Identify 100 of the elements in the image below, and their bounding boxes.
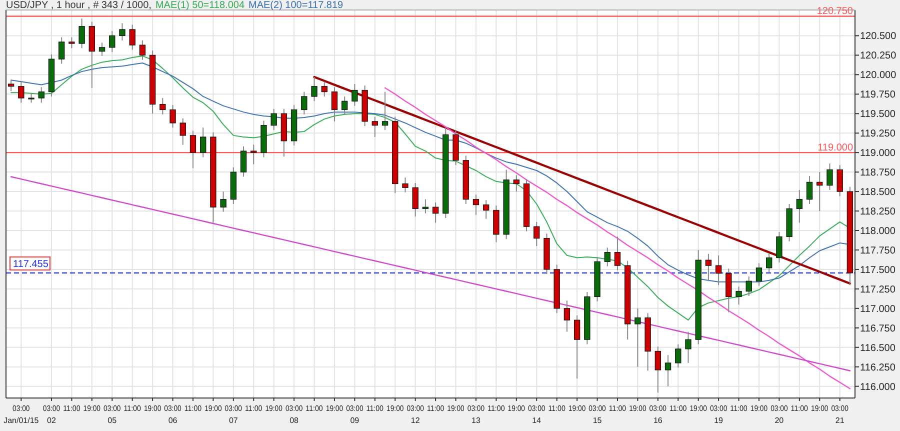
candlestick	[836, 164, 843, 197]
y-tick-label: 117.250	[860, 284, 896, 296]
ref-line-label: 120.750	[816, 6, 854, 18]
candlestick	[200, 127, 206, 158]
candlestick	[746, 276, 752, 296]
candlestick	[685, 331, 692, 364]
candlestick	[654, 346, 661, 394]
candlestick	[483, 200, 490, 220]
y-tick-label: 116.750	[860, 323, 896, 334]
x-tick-label: 03:00 12	[406, 404, 427, 425]
y-tick-label: 118.000	[860, 226, 896, 237]
candlestick	[38, 86, 44, 104]
x-tick-label: 11:00	[124, 404, 144, 413]
candlestick	[614, 236, 621, 271]
y-tick-label: 119.500	[860, 109, 896, 120]
candlestick	[170, 104, 176, 128]
candlestick	[574, 314, 580, 380]
candlestick	[250, 144, 257, 165]
ref-line-label: 117.455	[13, 258, 49, 270]
y-tick-label: 120.500	[860, 31, 897, 42]
x-tick-label: 11:00	[730, 404, 750, 413]
candlestick	[311, 76, 318, 102]
x-tick-label: 03:00 Jan/01/15	[4, 404, 40, 425]
candlestick	[180, 118, 186, 146]
x-tick-label: 03:00 21	[831, 404, 852, 425]
candlestick	[564, 300, 570, 332]
candlestick	[160, 98, 166, 115]
x-tick-label: 03:00 09	[346, 404, 366, 425]
candlestick	[534, 221, 540, 247]
candlestick	[675, 344, 682, 368]
x-tick-label: 19:00	[447, 404, 468, 413]
y-tick-label: 116.500	[860, 342, 896, 354]
candlestick	[826, 162, 833, 190]
x-tick-label: 11:00	[790, 404, 810, 413]
candlestick	[513, 174, 520, 192]
ref-line-label: 119.000	[818, 142, 854, 154]
x-tick-label: 03:00 13	[467, 404, 488, 425]
x-tick-label: 11:00	[426, 404, 446, 413]
candlestick	[412, 182, 418, 217]
x-tick-label: 11:00	[670, 404, 689, 413]
x-tick-label: 19:00	[204, 404, 225, 413]
y-tick-label: 116.250	[860, 362, 896, 374]
y-tick-label: 117.750	[860, 245, 896, 256]
candlestick	[382, 91, 388, 130]
x-tick-label: 03:00 02	[42, 404, 63, 425]
candlestick	[321, 81, 328, 97]
y-tick-label: 118.750	[860, 168, 896, 179]
x-tick-label: 19:00	[386, 404, 407, 413]
x-tick-label: 19:00	[750, 404, 770, 413]
x-tick-label: 11:00	[488, 404, 508, 413]
candlestick	[129, 24, 136, 50]
y-tick-label: 116.000	[860, 382, 896, 393]
x-tick-label: 11:00	[366, 404, 386, 413]
y-tick-label: 119.250	[860, 128, 896, 140]
x-tick-label: 03:00 15	[588, 404, 609, 425]
candlestick	[78, 18, 85, 49]
text: MAE(2) 100=117.819	[248, 0, 344, 11]
line-series	[10, 176, 851, 372]
candlestick	[220, 191, 226, 212]
x-tick-label: 19:00	[265, 404, 286, 413]
candlestick	[472, 194, 480, 216]
candlestick	[68, 36, 75, 49]
x-tick-label: 11:00	[548, 404, 568, 413]
x-tick-label: 03:00 07	[224, 404, 245, 425]
x-tick-label: 19:00	[326, 404, 346, 413]
candlestick	[58, 36, 65, 64]
candlestick	[634, 308, 641, 368]
candlestick	[806, 175, 813, 204]
x-tick-label: 19:00	[83, 404, 104, 413]
candlestick	[402, 177, 408, 193]
candlestick	[119, 22, 126, 41]
candlestick	[736, 286, 742, 306]
candlestick	[240, 146, 247, 178]
candlestick	[664, 354, 672, 387]
x-tick-label: 11:00	[63, 404, 83, 413]
y-tick-label: 119.750	[860, 90, 896, 101]
x-tick-label: 19:00	[508, 404, 528, 413]
y-tick-label: 120.250	[860, 50, 897, 62]
y-tick-label: 117.000	[860, 304, 896, 315]
candlestick	[352, 84, 358, 106]
y-tick-label: 118.250	[860, 206, 896, 218]
x-tick-label: 03:00 05	[104, 404, 124, 425]
candlestick	[715, 254, 722, 286]
candlestick	[270, 108, 277, 130]
x-tick-label: 03:00 08	[285, 404, 306, 425]
text: MAE(1) 50=118.004	[155, 0, 245, 11]
x-tick-label: 11:00	[306, 404, 326, 413]
x-tick-label: 03:00 20	[770, 404, 791, 425]
x-tick-label: 11:00	[184, 404, 204, 413]
x-tick-label: 03:00 14	[528, 404, 548, 425]
x-tick-label: 19:00	[690, 404, 710, 413]
candlestick	[18, 81, 24, 104]
candlestick	[190, 130, 196, 169]
x-tick-label: 19:00	[629, 404, 650, 413]
y-tick-label: 119.000	[860, 148, 896, 160]
candlestick	[705, 253, 712, 282]
candlestick	[726, 268, 732, 313]
candlestick	[776, 232, 782, 263]
y-tick-label: 117.500	[860, 264, 896, 276]
candlestick	[28, 92, 34, 104]
